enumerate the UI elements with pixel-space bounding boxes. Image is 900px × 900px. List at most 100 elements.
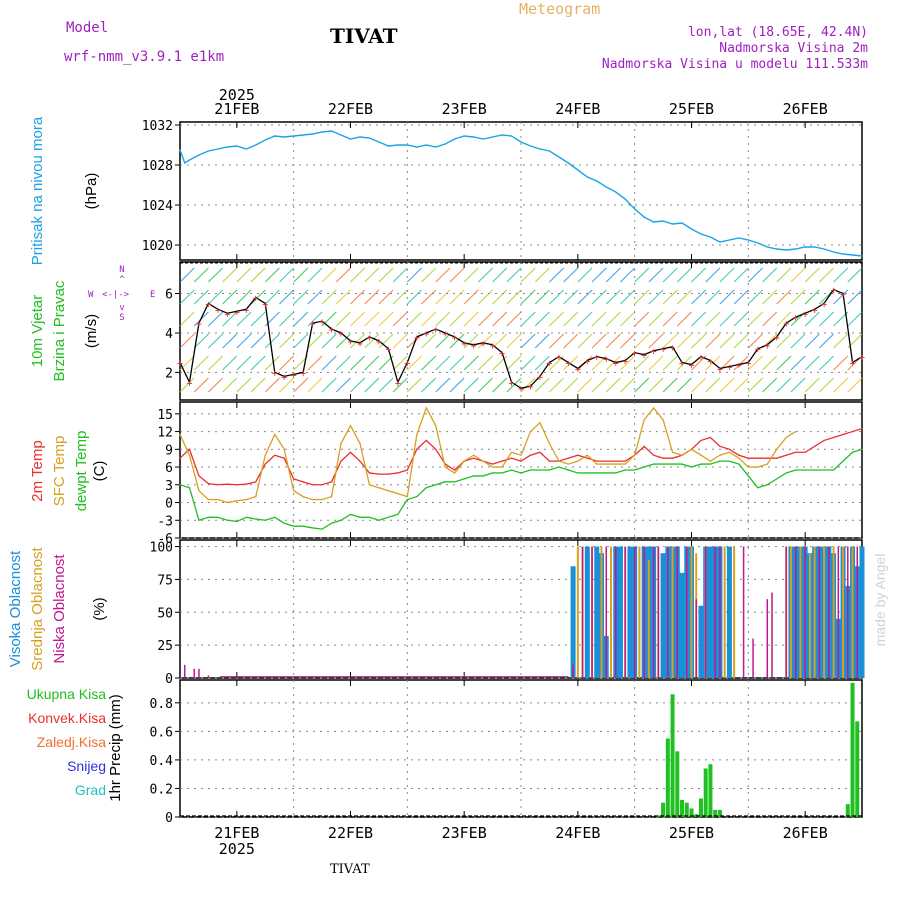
wind-gust-marker: +: [745, 359, 751, 370]
cloud-bar: [207, 675, 210, 678]
wind-barb: [421, 267, 437, 283]
wind-gust-marker: +: [452, 333, 458, 344]
wind-barb: [307, 311, 323, 327]
wind-barb: [591, 311, 607, 327]
top-day-label: 24FEB: [555, 100, 600, 118]
pressure-line-point: [349, 138, 352, 140]
y-tick-label: -3: [157, 514, 173, 529]
compass-up: ^: [119, 275, 125, 285]
cloud-bar: [614, 546, 617, 678]
wind-barb: [691, 377, 707, 393]
temp-series-3-point: [681, 463, 683, 465]
wind-gust-marker: +: [262, 299, 268, 310]
wind-barb: [691, 311, 707, 327]
pressure-line-point: [274, 135, 276, 137]
cloud-bar: [581, 546, 584, 678]
cloud-bar: [572, 664, 574, 678]
wind-barb: [634, 311, 650, 327]
wind-barb: [279, 355, 295, 371]
wind-barb: [776, 289, 792, 305]
wind-barb: [236, 289, 252, 305]
wind-barb: [477, 289, 494, 305]
precip-bar: [845, 804, 850, 817]
temp-series-2: [179, 406, 797, 504]
y-tick-label: 75: [157, 573, 173, 588]
wind-barb: [179, 267, 195, 283]
precip-unit: 1hr Precip (mm): [107, 694, 124, 802]
temp-label-sfc: SFC Temp: [51, 436, 68, 507]
wind-barb: [520, 355, 536, 371]
wind-barb: [236, 355, 252, 371]
wind-speed-line-point: [274, 371, 276, 373]
wind-barb: [350, 289, 366, 305]
temp-series-2-point: [558, 460, 560, 462]
wind-speed-line-point: [766, 344, 768, 346]
wind-speed-line-point: [198, 322, 200, 324]
wind-barb: [264, 289, 280, 305]
wind-barb: [818, 267, 835, 283]
wind-speed-line-point: [804, 312, 806, 314]
elevation: Nadmorska Visina 2m: [719, 41, 868, 56]
wind-barb: [719, 289, 735, 305]
wind-barb: [236, 333, 252, 349]
wind-speed-line-point: [577, 367, 579, 370]
temp-series-1-point: [245, 483, 247, 485]
temp-series-2-point: [207, 498, 210, 501]
temp-series-2-point: [795, 430, 797, 433]
wind-barb: [833, 355, 849, 371]
wind-gust-marker: +: [546, 359, 552, 370]
wind-barb: [534, 267, 550, 283]
cloud-bar: [789, 546, 792, 678]
precip-bar: [703, 768, 708, 817]
temp-series-1-point: [539, 451, 541, 453]
temp-series-2-point: [302, 496, 304, 498]
wind-gust-marker: +: [556, 353, 562, 364]
temp-series-2-point: [473, 454, 475, 456]
pressure-line-point: [605, 186, 607, 188]
wind-barb: [350, 377, 366, 393]
pressure-line-point: [283, 136, 285, 138]
wind-barb: [421, 289, 437, 305]
temp-series-1-point: [795, 451, 797, 453]
wind-speed-line-point: [823, 302, 825, 304]
wind-gust-marker: +: [234, 307, 240, 318]
temp-series-3-point: [359, 516, 361, 518]
wind-speed-line-point: [690, 363, 693, 366]
wind-speed-line-point: [406, 361, 408, 364]
wind-barb: [818, 333, 835, 349]
cloud-bar: [828, 546, 830, 678]
y-tick-label: 6: [165, 288, 173, 303]
cloud-bar: [183, 664, 186, 678]
temp-series-1-point: [473, 457, 475, 459]
pressure-line-point: [548, 150, 551, 152]
temp-series-2-point: [321, 498, 323, 501]
temp-series-3-point: [255, 518, 257, 520]
pressure-line-point: [444, 143, 446, 145]
wind-barb: [435, 311, 451, 327]
cloud-bar: [198, 668, 200, 678]
wind-barb: [250, 333, 266, 349]
wind-barb: [364, 333, 380, 349]
precip-bar: [713, 809, 718, 817]
temp-series-3-point: [624, 469, 626, 471]
model-name: wrf-nmm_v3.9.1 e1km: [64, 49, 225, 65]
temp-series-2-point: [662, 419, 664, 421]
wind-barb: [350, 355, 366, 371]
wind-label-2: Brzina i Pravac: [51, 280, 68, 381]
temp-series-3-point: [728, 460, 730, 462]
wind-barb: [747, 377, 763, 393]
temp-series-3-point: [217, 516, 219, 518]
precip-bar: [675, 751, 680, 817]
wind-gust-marker: +: [670, 343, 676, 354]
temp-series-2-point: [766, 463, 768, 465]
temp-series-1-point: [823, 439, 825, 442]
wind-barb: [279, 377, 295, 393]
temp-unit: (C): [91, 461, 108, 482]
compass-arrows: <-|->: [102, 290, 130, 300]
temp-series-3-point: [548, 469, 551, 471]
pressure-line-point: [245, 148, 247, 150]
pressure-line-point: [321, 131, 323, 133]
temp-series-3-point: [321, 528, 323, 530]
wind-gust-marker: +: [679, 359, 685, 370]
